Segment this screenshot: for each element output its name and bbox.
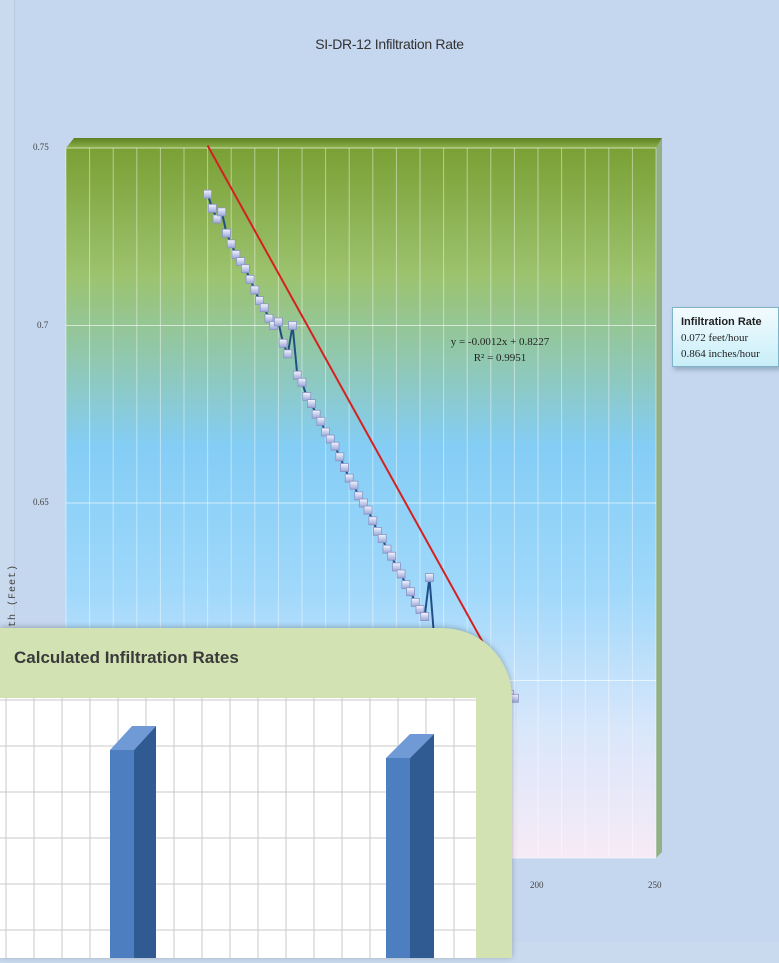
data-point bbox=[316, 416, 326, 426]
trendline-line bbox=[206, 145, 516, 700]
overlay-chart-panel: Calculated Infiltration Rates bbox=[0, 628, 512, 960]
bar-1-top bbox=[110, 726, 156, 750]
trendline bbox=[206, 145, 516, 700]
data-point bbox=[420, 612, 430, 621]
data-point bbox=[203, 189, 213, 199]
grid-lines bbox=[65, 147, 657, 859]
equation-text: y = -0.0012x + 0.8227 bbox=[450, 336, 550, 348]
data-point bbox=[231, 250, 241, 259]
data-point bbox=[292, 370, 302, 380]
data-point bbox=[222, 228, 231, 238]
trendline-equation: y = -0.0012x + 0.8227 R² = 0.9951 bbox=[430, 334, 570, 366]
rate-box-title: Infiltration Rate bbox=[681, 316, 762, 328]
data-point bbox=[406, 587, 415, 597]
rate-inches: 0.864 inches/hour bbox=[681, 348, 760, 360]
data-point bbox=[264, 313, 274, 323]
data-point bbox=[307, 399, 316, 409]
data-point bbox=[278, 338, 288, 348]
data-point bbox=[340, 463, 349, 472]
data-point bbox=[250, 285, 260, 295]
data-point bbox=[396, 569, 406, 579]
data-point bbox=[358, 498, 368, 508]
data-point bbox=[259, 303, 269, 313]
data-point bbox=[245, 274, 255, 284]
bar-1-side bbox=[134, 726, 156, 960]
data-point bbox=[236, 257, 246, 267]
bar-2-top bbox=[386, 734, 434, 758]
data-point bbox=[273, 317, 283, 327]
data-point bbox=[377, 534, 387, 543]
data-point bbox=[410, 598, 420, 607]
data-point bbox=[207, 203, 217, 213]
overlay-chart-title: Calculated Infiltration Rates bbox=[14, 648, 239, 667]
overlay-plot-area bbox=[0, 698, 483, 960]
y-tick-label: 0.65 bbox=[33, 497, 49, 507]
data-point bbox=[240, 264, 250, 274]
data-point bbox=[401, 580, 411, 590]
data-point bbox=[335, 452, 345, 462]
bar-2-side bbox=[410, 734, 434, 960]
infiltration-rate-box: Infiltration Rate 0.072 feet/hour 0.864 … bbox=[672, 307, 779, 367]
data-point bbox=[354, 491, 364, 501]
x-tick-label: 250 bbox=[648, 880, 662, 890]
chart-title: SI-DR-12 Infiltration Rate bbox=[315, 36, 464, 52]
data-point bbox=[425, 573, 434, 582]
data-point bbox=[387, 551, 397, 561]
data-point bbox=[255, 296, 264, 306]
y-tick-label: 0.75 bbox=[33, 142, 49, 152]
bar-2 bbox=[386, 758, 410, 960]
data-point bbox=[283, 349, 293, 359]
data-point bbox=[415, 605, 425, 614]
r-squared-text: R² = 0.9951 bbox=[473, 352, 527, 364]
data-point bbox=[311, 409, 321, 419]
data-point bbox=[297, 377, 307, 387]
rate-feet: 0.072 feet/hour bbox=[681, 332, 749, 344]
data-point bbox=[391, 562, 401, 572]
overlay-bars bbox=[0, 698, 483, 960]
data-point bbox=[344, 473, 354, 483]
y-axis-label: th (Feet) bbox=[8, 563, 20, 628]
data-point bbox=[302, 392, 312, 401]
data-point bbox=[321, 427, 331, 437]
data-point bbox=[382, 544, 392, 554]
data-point bbox=[288, 321, 297, 330]
data-point bbox=[212, 214, 222, 224]
data-point bbox=[349, 480, 359, 490]
data-point bbox=[226, 239, 236, 249]
bar-1 bbox=[110, 750, 134, 960]
data-point bbox=[363, 505, 373, 515]
y-tick-label: 0.7 bbox=[37, 319, 49, 330]
data-point bbox=[330, 441, 340, 451]
data-point bbox=[325, 434, 335, 444]
plot-side-edge bbox=[656, 138, 662, 858]
plot-top-edge bbox=[66, 138, 662, 148]
data-point bbox=[373, 527, 382, 536]
data-point bbox=[217, 207, 227, 217]
x-tick-label: 200 bbox=[530, 880, 544, 890]
data-point bbox=[368, 516, 378, 526]
